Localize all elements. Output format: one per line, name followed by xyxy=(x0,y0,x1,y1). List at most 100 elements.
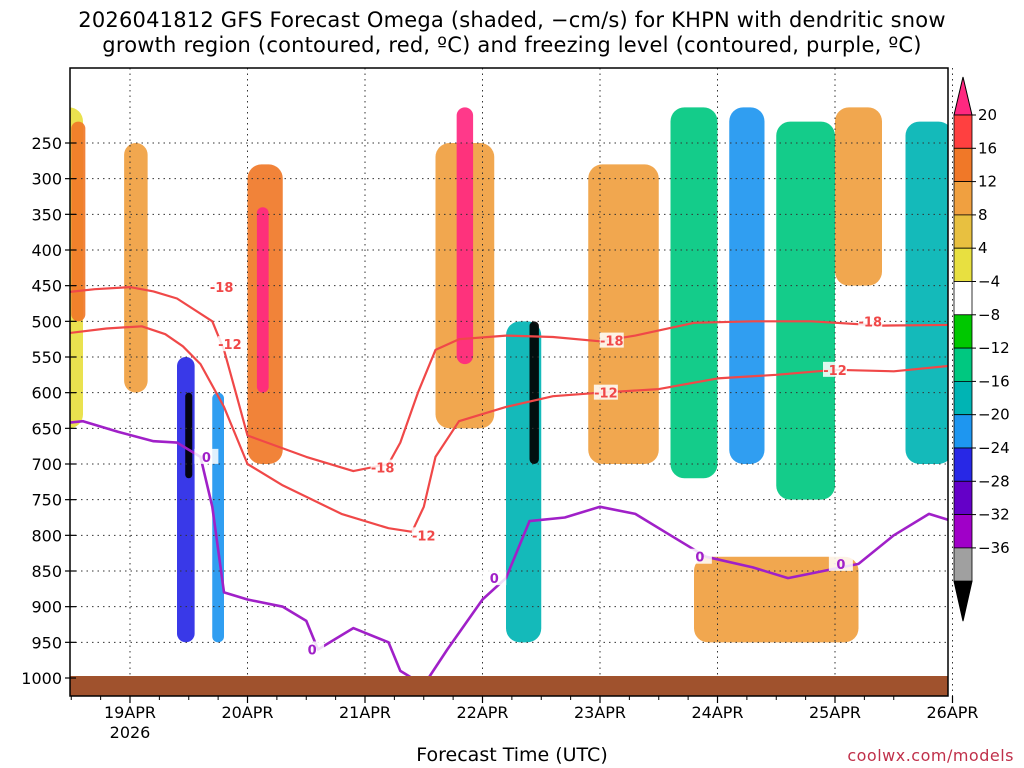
colorbar-segment-10 xyxy=(953,447,973,482)
colorbar: 20 16 12 8 4 −4 −8 −12 −16 −20 −24 −28 −32 −36 xyxy=(953,76,1010,622)
contour-label-1-1: -12 xyxy=(412,529,436,544)
colorbar-segment-13 xyxy=(953,547,973,582)
contour-label-0-2: -18 xyxy=(600,335,624,350)
plot-frame xyxy=(69,67,949,697)
omega-band-15 xyxy=(776,121,835,500)
contour-label-bg-0-1 xyxy=(370,459,395,475)
x-tick-label-19APR: 19APR xyxy=(104,703,156,722)
colorbar-segment-9 xyxy=(953,414,973,449)
contour-label-bg-2-1 xyxy=(300,641,325,657)
colorbar-label-11: −28 xyxy=(978,472,1010,490)
contour-label-1-2: -12 xyxy=(594,387,618,402)
omega-band-1 xyxy=(71,121,86,322)
colorbar-label-9: −20 xyxy=(978,406,1010,424)
colorbar-segment-7 xyxy=(953,347,973,382)
x-tick-label-22APR: 22APR xyxy=(456,703,508,722)
contour-label-bg-0-0 xyxy=(209,279,234,295)
contour-label-bg-1-0 xyxy=(217,336,242,352)
colorbar-label-13: −36 xyxy=(978,539,1010,557)
contour-label-2-3: 0 xyxy=(695,551,704,566)
omega-band-18 xyxy=(694,556,859,643)
y-tick-label-500: 500 xyxy=(31,312,62,331)
contour-label-bg-2-4 xyxy=(828,555,853,571)
contour-label-0-0: -18 xyxy=(210,281,234,296)
x-axis-label: Forecast Time (UTC) xyxy=(416,744,608,766)
colorbar-segment-5 xyxy=(953,281,973,316)
y-tick-label-950: 950 xyxy=(31,633,62,652)
x-tick-label-26APR: 26APR xyxy=(926,703,978,722)
colorbar-label-3: 8 xyxy=(978,206,988,224)
y-tick-label-550: 550 xyxy=(31,348,62,367)
contour-label-1-3: -12 xyxy=(823,364,847,379)
credit-link[interactable]: coolwx.com/models xyxy=(847,746,1014,765)
colorbar-segment-11 xyxy=(953,480,973,515)
contour-label-bg-1-3 xyxy=(823,361,847,377)
chart-title-line-2: growth region (contoured, red, ºC) and f… xyxy=(102,33,922,57)
colorbar-label-5: −4 xyxy=(978,273,1000,291)
chart-title-line-1: 2026041812 GFS Forecast Omega (shaded, −… xyxy=(78,8,946,32)
colorbar-top-arrow xyxy=(953,76,973,116)
omega-band-13 xyxy=(670,107,718,479)
omega-band-11 xyxy=(529,321,539,464)
colorbar-bottom-arrow xyxy=(953,580,973,622)
y-tick-label-900: 900 xyxy=(31,598,62,617)
x-tick-label-21APR: 21APR xyxy=(339,703,391,722)
x-tick-label-20APR: 20APR xyxy=(221,703,273,722)
ground-fill xyxy=(70,676,948,696)
contour-label-2-2: 0 xyxy=(490,572,499,587)
y-tick-label-1000: 1000 xyxy=(21,669,62,688)
omega-band-17 xyxy=(905,121,948,464)
x-tick-label-25APR: 25APR xyxy=(809,703,861,722)
ground-layer xyxy=(70,676,948,696)
contour-label-bg-2-0 xyxy=(194,448,219,464)
omega-band-12 xyxy=(588,164,659,464)
contour-label-bg-0-3 xyxy=(858,313,883,329)
colorbar-segment-4 xyxy=(953,247,973,282)
y-tick-label-350: 350 xyxy=(31,205,62,224)
contour-label-bg-2-3 xyxy=(687,548,712,564)
colorbar-segment-1 xyxy=(953,147,973,183)
colorbar-segment-12 xyxy=(953,514,973,549)
y-tick-label-250: 250 xyxy=(31,134,62,153)
contour-label-2-4: 0 xyxy=(836,558,845,573)
y-axis: 250 300 350 400 450 500 550 600 650 700 750 800 850 9… xyxy=(21,134,76,688)
omega-band-16 xyxy=(835,107,882,286)
y-tick-label-800: 800 xyxy=(31,526,62,545)
colorbar-label-4: 4 xyxy=(978,239,988,257)
omega-band-9 xyxy=(456,107,474,365)
y-tick-label-400: 400 xyxy=(31,241,62,260)
colorbar-label-6: −8 xyxy=(978,306,1000,324)
omega-band-4 xyxy=(185,392,193,479)
colorbar-label-7: −12 xyxy=(978,339,1010,357)
omega-band-2 xyxy=(124,143,148,393)
colorbar-label-10: −24 xyxy=(978,439,1010,457)
contour-label-0-3: -18 xyxy=(859,315,883,330)
x-tick-label-23APR: 23APR xyxy=(574,703,626,722)
colorbar-segment-0 xyxy=(953,114,973,149)
x-tick-label-24APR: 24APR xyxy=(691,703,743,722)
colorbar-label-8: −16 xyxy=(978,372,1010,390)
contour-label-2-0: 0 xyxy=(202,451,211,466)
colorbar-segment-6 xyxy=(953,314,973,349)
y-tick-label-850: 850 xyxy=(31,562,62,581)
omega-band-7 xyxy=(256,207,269,393)
y-tick-label-700: 700 xyxy=(31,455,62,474)
colorbar-label-0: 20 xyxy=(978,106,997,124)
y-tick-label-750: 750 xyxy=(31,491,62,510)
contour-label-2-1: 0 xyxy=(308,643,317,658)
colorbar-segment-2 xyxy=(953,181,973,216)
x-tick-sublabel-19APR: 2026 xyxy=(110,723,151,742)
contour-label-bg-2-2 xyxy=(482,570,507,586)
contour-label-bg-1-2 xyxy=(593,384,618,400)
colorbar-label-1: 16 xyxy=(978,139,997,157)
colorbar-label-2: 12 xyxy=(978,173,997,191)
colorbar-label-12: −32 xyxy=(978,506,1010,524)
y-tick-label-600: 600 xyxy=(31,384,62,403)
contour-label-bg-1-1 xyxy=(411,527,436,543)
colorbar-segment-3 xyxy=(953,214,973,249)
contour-line-0 xyxy=(70,286,948,473)
chart-title: 2026041812 GFS Forecast Omega (shaded, −… xyxy=(0,8,1024,58)
y-tick-label-650: 650 xyxy=(31,419,62,438)
